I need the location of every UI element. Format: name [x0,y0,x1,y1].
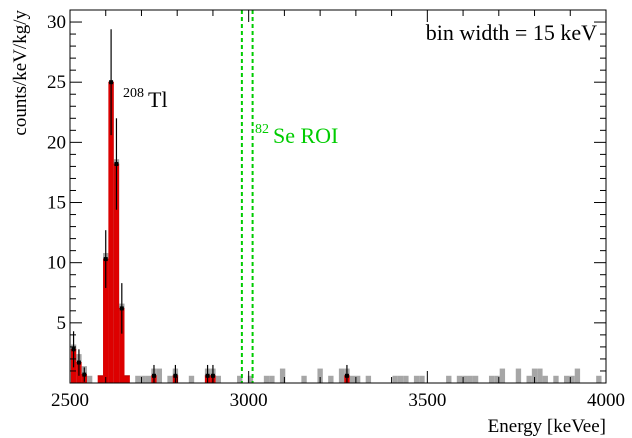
data-point-marker [103,257,108,262]
gray-bar [349,375,355,383]
gray-bar [263,375,270,383]
tl-superscript: 208 [123,86,144,101]
error-bars [71,29,349,383]
roi-annotation: 82 Se ROI [255,120,338,148]
gray-bar [279,368,286,383]
gray-bar [537,368,543,383]
gray-bar [515,368,522,383]
gray-bar [494,375,500,383]
gray-bar [156,368,163,383]
gray-bar [354,375,361,383]
gray-bar [574,368,581,383]
tl-label: Tl [148,87,168,112]
gray-bar [188,375,195,383]
gray-bar [338,368,345,383]
gray-bar [215,375,221,383]
red-bar [113,164,120,383]
x-tick-label: 2500 [51,390,89,411]
y-tick-label: 5 [57,313,67,334]
gray-bar [596,375,602,383]
gray-bar [397,375,404,383]
data-point-marker [210,373,215,378]
x-axis-tick-labels: 2500 3000 3500 4000 [51,390,625,411]
red-bar [119,308,125,383]
data-point-marker [119,306,124,311]
data-point-marker [76,360,81,365]
y-tick-label: 10 [47,253,66,274]
y-tick-label: 25 [47,72,66,93]
gray-bar [488,375,495,383]
y-tick-label: 15 [47,193,66,214]
gray-bar [140,375,146,383]
data-point-marker [82,372,87,377]
gray-bar [526,375,532,383]
gray-bar [462,375,468,383]
red-bar [108,82,114,383]
gray-bar [403,375,409,383]
x-tick-label: 3000 [230,390,268,411]
y-tick-label: 30 [47,12,66,33]
plot-frame [69,9,607,384]
gray-bar [317,368,323,383]
data-point-marker [205,373,210,378]
data-point-marker [114,162,119,167]
gray-bar [419,375,425,383]
y-tick-label: 20 [47,132,66,153]
gray-bar [365,375,372,383]
gray-bar [247,375,254,383]
gray-bar [269,375,275,383]
roi-superscript: 82 [255,122,269,137]
gray-bar [237,375,243,383]
roi-label: Se ROI [273,123,338,148]
gray-bar [564,375,570,383]
gray-bar [167,375,173,383]
gray-bar [472,375,479,383]
y-axis-title: counts/keV/kg/y [10,10,31,136]
roi-lines [240,10,254,383]
data-point-marker [173,373,178,378]
x-axis-title: Energy [keVee] [488,416,606,437]
x-tick-label: 3500 [408,390,446,411]
gray-bar [467,375,473,383]
red-bar [124,375,130,383]
gray-bar [328,375,334,383]
gray-bar [135,375,141,383]
data-point-marker [344,373,349,378]
data-point-marker [151,373,156,378]
gray-bar [86,375,93,383]
gray-bar [569,375,575,383]
gray-bar [301,375,307,383]
x-axis-ticks [69,10,607,383]
bin-width-label: bin width = 15 keV [426,20,597,45]
red-bar [103,259,109,383]
data-point-marker [71,347,76,352]
y-axis-ticks [70,21,606,372]
gray-bar [446,375,452,383]
red-bar [97,375,104,383]
gray-bar [499,368,506,383]
gray-bar [553,375,559,383]
gray-bar [531,368,538,383]
gray-bar [145,375,152,383]
y-axis-tick-labels: 5 10 15 20 25 30 [47,12,66,334]
data-point-marker [109,80,114,85]
x-tick-label: 4000 [587,390,625,411]
gray-bar [456,375,463,383]
tl-annotation: 208 Tl [123,84,168,112]
gray-bar [542,375,548,383]
gray-bar [413,375,420,383]
gray-bar [392,375,398,383]
